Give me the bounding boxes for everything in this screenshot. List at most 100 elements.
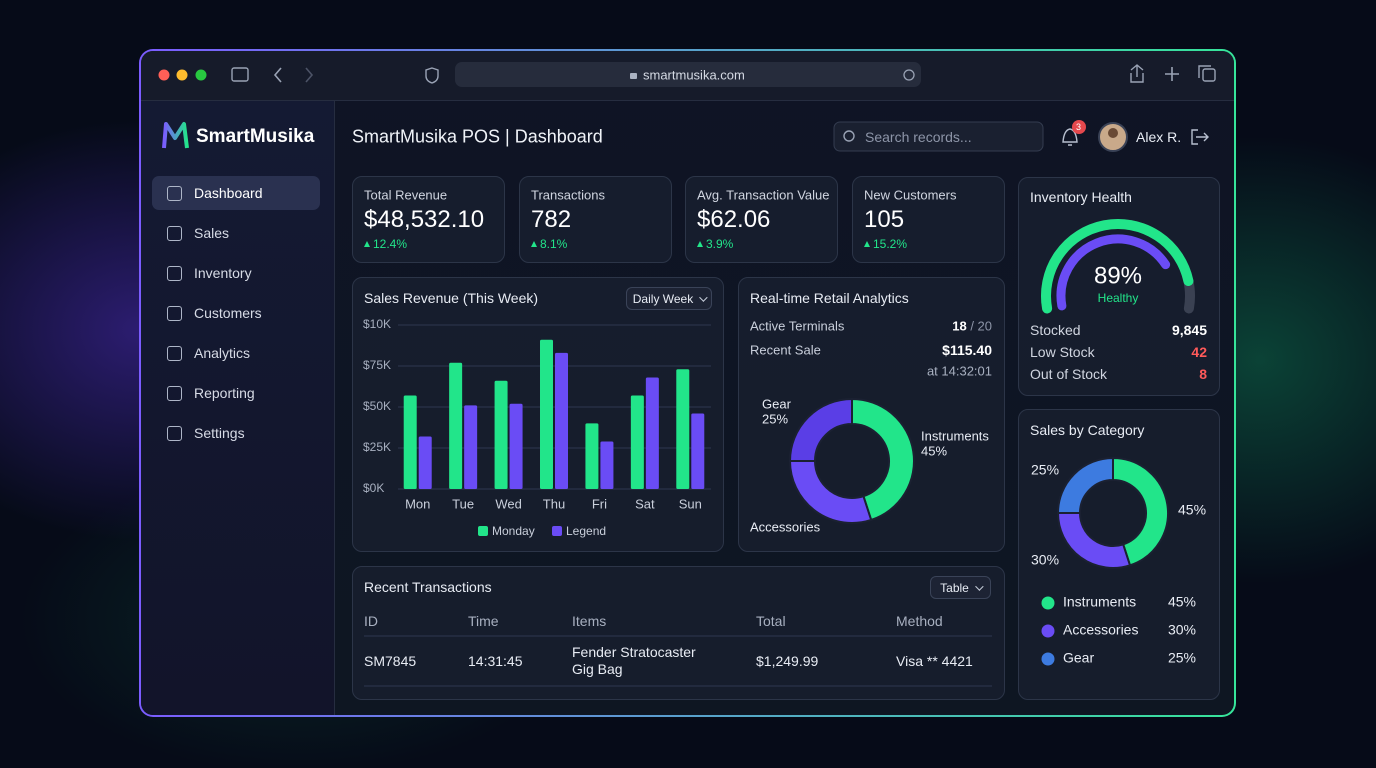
nav-label: Reporting (194, 385, 255, 401)
search-box[interactable] (833, 121, 1044, 152)
terminals-total: / 20 (970, 318, 992, 334)
nav-icon (167, 345, 182, 361)
brand-name: SmartMusika (196, 126, 315, 147)
kpi-label: New Customers (864, 187, 957, 203)
card-title: Sales Revenue (This Week) (364, 290, 539, 306)
lock-icon (630, 73, 637, 79)
stat-label: Stocked (1030, 322, 1081, 338)
stat-value: 8 (1199, 366, 1207, 382)
terminals-label: Active Terminals (750, 318, 845, 334)
nav-item[interactable]: Settings (152, 416, 320, 450)
logout-button[interactable] (1191, 129, 1209, 145)
inventory-card (1018, 177, 1220, 396)
stat-value: 9,845 (1171, 322, 1207, 338)
nav-icon (167, 265, 182, 281)
column-header: Time (468, 613, 499, 629)
range-dropdown[interactable]: Daily Week (626, 287, 712, 310)
kpi-value: 782 (531, 206, 572, 233)
nav-label: Settings (194, 425, 245, 441)
search-placeholder: Search records... (865, 129, 972, 145)
notification-count: 3 (1076, 122, 1082, 132)
tabs-button-back (1198, 65, 1211, 78)
nav-item[interactable]: Sales (152, 216, 320, 250)
sale-time: at 14:32:01 (926, 363, 992, 379)
search-icon (843, 130, 855, 142)
notification-bell[interactable] (1062, 128, 1078, 146)
view-dropdown[interactable]: Table (930, 576, 991, 599)
category-card (1018, 409, 1220, 700)
nav-item[interactable]: Dashboard (152, 176, 320, 210)
kpi-label: Transactions (531, 187, 605, 203)
zoom-button[interactable] (195, 69, 207, 81)
row-divider (364, 635, 992, 637)
table-cell: SM7845 (364, 653, 417, 669)
sale-amount: $115.40 (942, 342, 992, 358)
back-button[interactable] (273, 67, 282, 83)
reload-button[interactable] (903, 69, 915, 81)
table-cell: $1,249.99 (756, 653, 819, 669)
column-header: Total (756, 613, 786, 629)
dropdown-label: Daily Week (632, 291, 694, 306)
brand-logo (162, 122, 189, 149)
kpi-value: $48,532.10 (364, 206, 485, 233)
column-header: Items (572, 613, 607, 629)
share-button[interactable] (1130, 64, 1144, 83)
table-cell: Visa ** 4421 (896, 653, 973, 669)
kpi-change: 3.9% (697, 237, 733, 251)
nav-item[interactable]: Inventory (152, 256, 320, 290)
forward-button[interactable] (305, 67, 314, 83)
column-header: ID (364, 613, 378, 629)
kpi-label: Total Revenue (364, 187, 448, 203)
nav-icon (167, 425, 182, 441)
nav-label: Customers (194, 305, 262, 321)
nav-icon (167, 185, 182, 201)
notification-badge (1072, 120, 1086, 134)
shield-icon (425, 67, 439, 84)
terminals-active: 18 (952, 318, 967, 334)
table-cell: 14:31:45 (468, 653, 523, 669)
dropdown-label: Table (940, 580, 969, 595)
url-text: smartmusika.com (643, 67, 745, 83)
new-tab-button[interactable] (1165, 67, 1179, 81)
nav-icon (167, 225, 182, 241)
nav-icon (167, 385, 182, 401)
nav-label: Sales (194, 225, 230, 241)
kpi-change: 15.2% (864, 237, 907, 251)
sidebar-toggle[interactable] (231, 67, 249, 82)
sale-label: Recent Sale (750, 342, 821, 358)
inventory-status: Healthy (1097, 291, 1139, 305)
card-title: Inventory Health (1030, 189, 1132, 205)
close-button[interactable] (158, 69, 170, 81)
card-title: Recent Transactions (364, 579, 492, 595)
tabs-button[interactable] (1202, 68, 1216, 82)
table-cell: Fender Stratocaster Gig Bag (572, 644, 696, 677)
user-name: Alex R. (1136, 129, 1182, 145)
nav-label: Inventory (194, 265, 252, 281)
nav-item[interactable]: Customers (152, 296, 320, 330)
kpi-change: 12.4% (364, 237, 407, 251)
nav-item[interactable]: Analytics (152, 336, 320, 370)
nav-item[interactable]: Reporting (152, 376, 320, 410)
nav-icon (167, 305, 182, 321)
stat-label: Low Stock (1030, 344, 1095, 360)
nav-label: Analytics (194, 345, 251, 361)
kpi-value: 105 (864, 206, 905, 233)
stat-value: 42 (1191, 344, 1207, 360)
terminals-value: 18 / 20 (952, 319, 992, 334)
row-divider (364, 685, 992, 687)
kpi-value: $62.06 (697, 206, 771, 233)
card-title: Real-time Retail Analytics (750, 290, 909, 306)
avatar-head (1108, 128, 1118, 138)
stat-label: Out of Stock (1030, 366, 1108, 382)
sales-revenue-card (352, 277, 724, 552)
transactions-card (352, 566, 1005, 700)
kpi-label: Avg. Transaction Value (697, 187, 830, 203)
card-title: Sales by Category (1030, 422, 1145, 438)
address-bar[interactable] (455, 62, 921, 87)
minimize-button[interactable] (176, 69, 188, 81)
column-header: Method (896, 613, 943, 629)
kpi-change: 8.1% (531, 237, 567, 251)
page-title: SmartMusika POS | Dashboard (352, 126, 603, 147)
